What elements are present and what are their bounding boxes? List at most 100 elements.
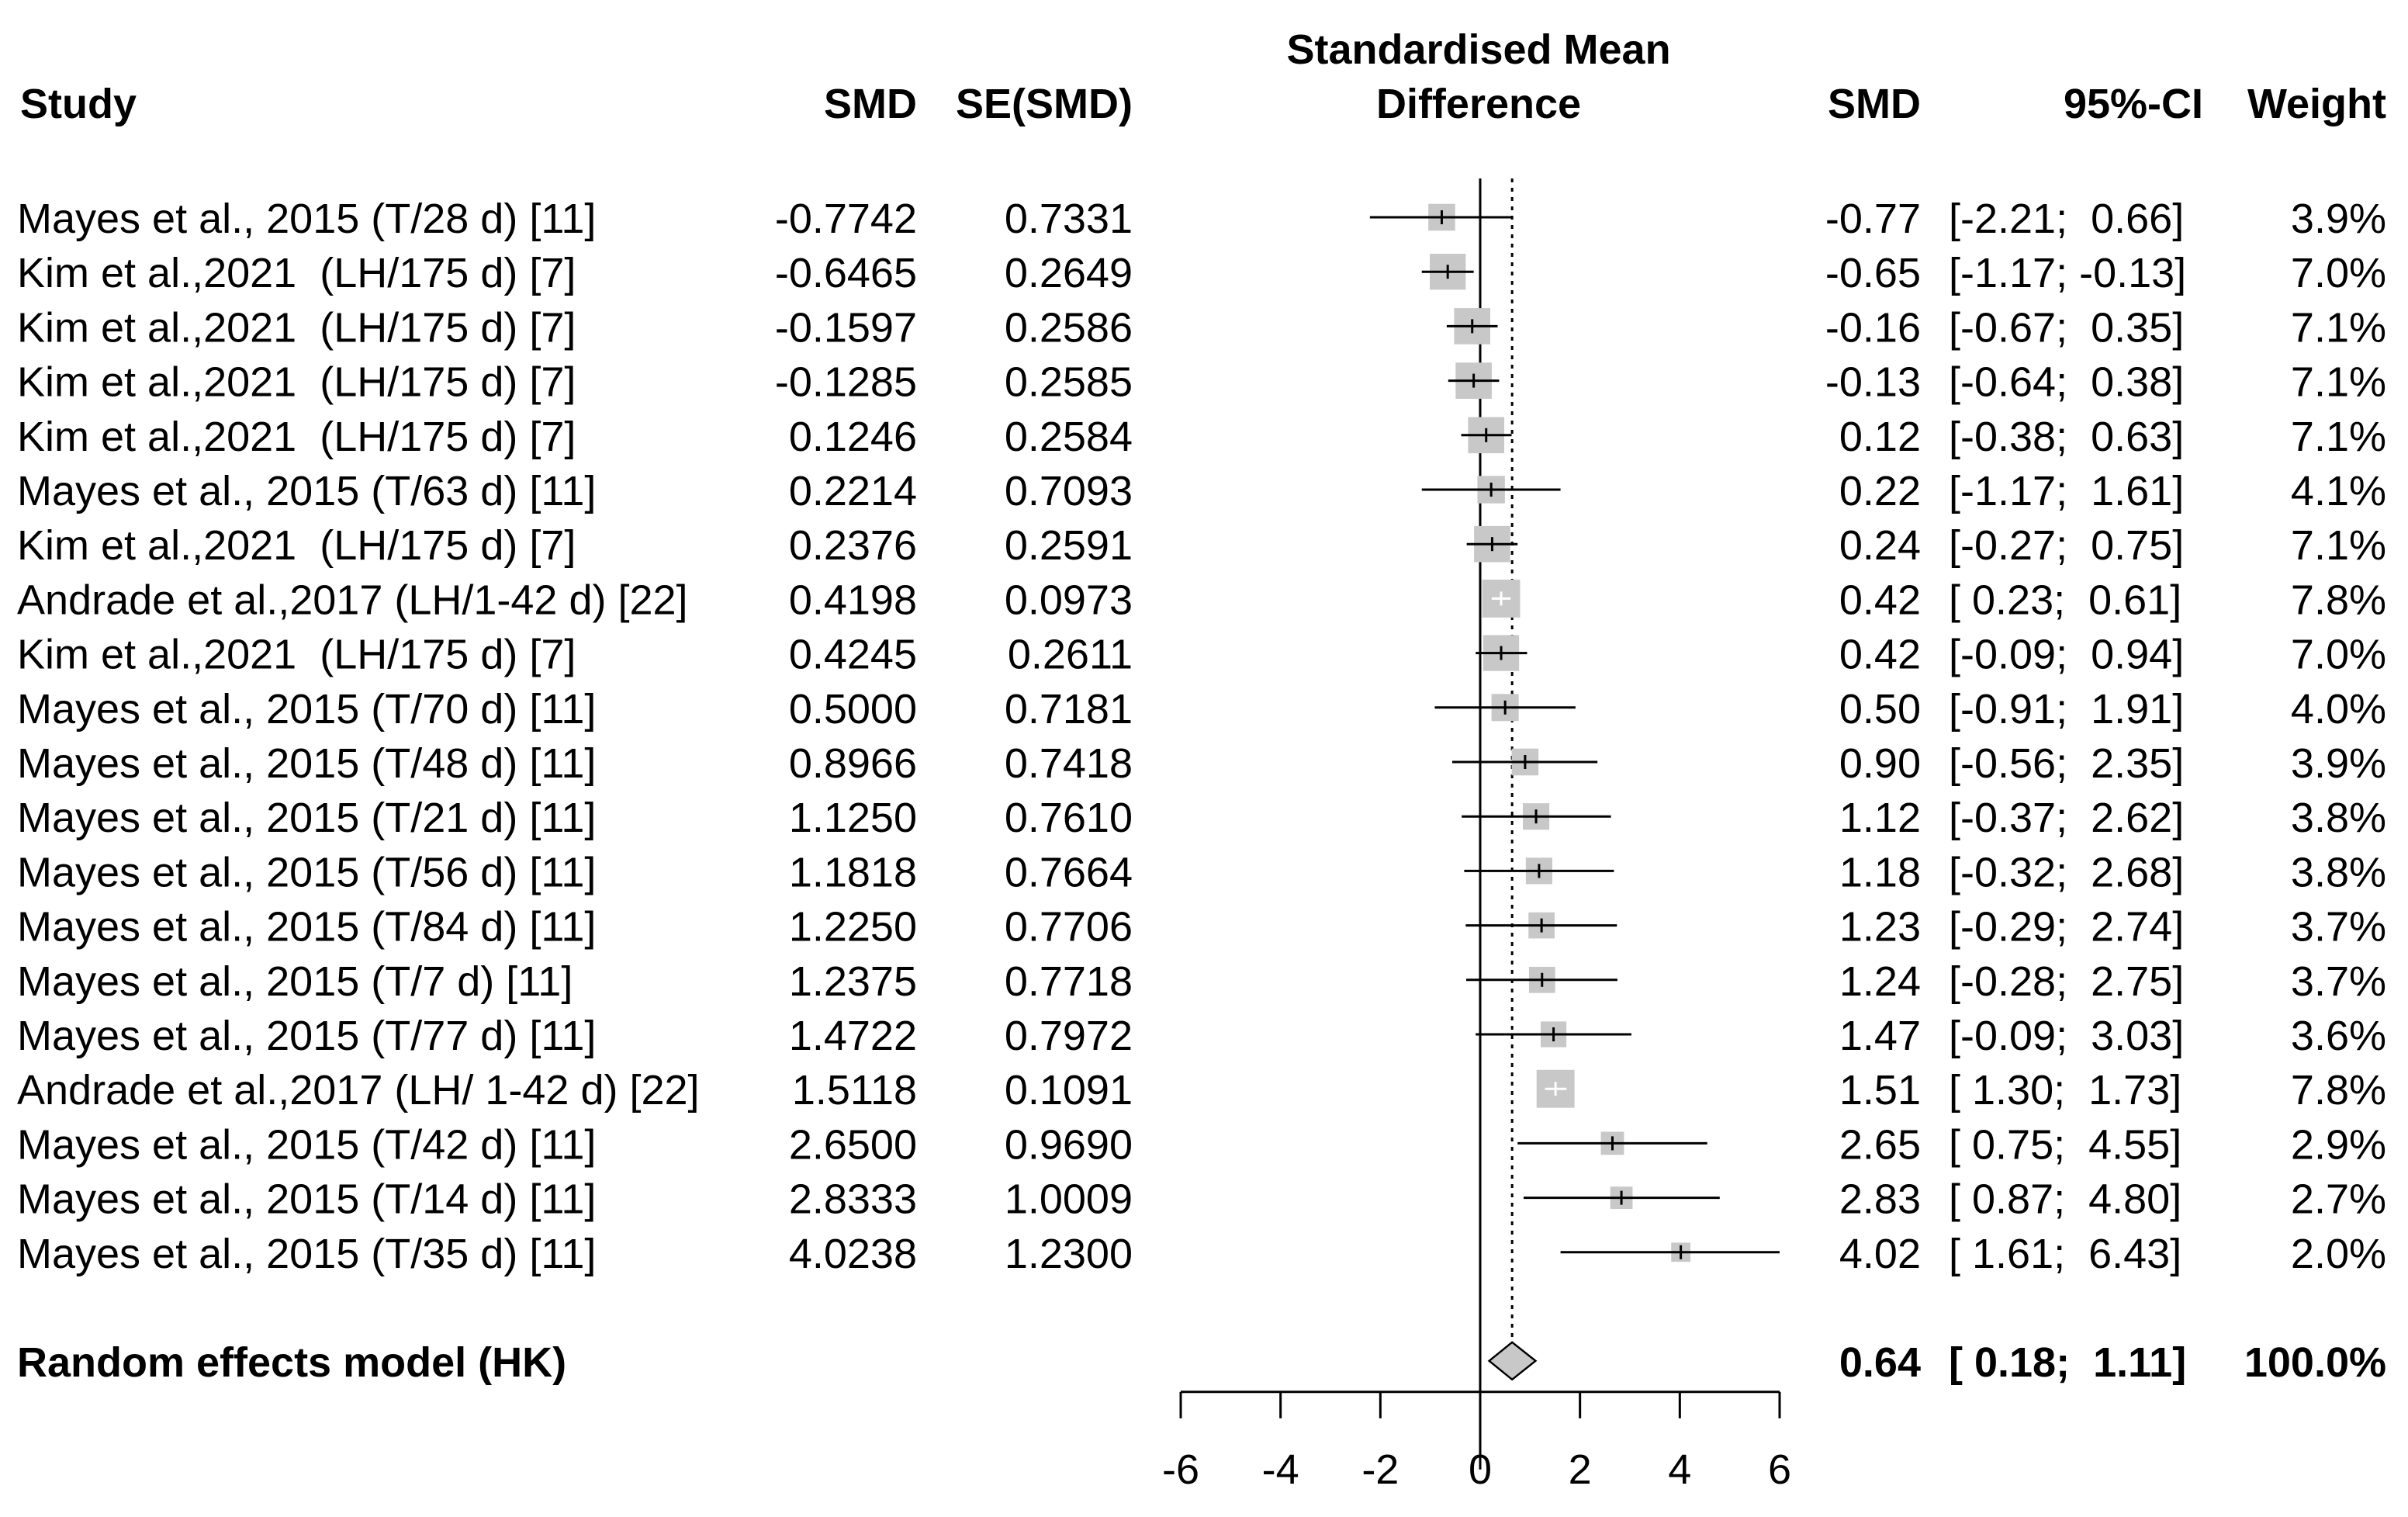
study-row: Kim et al.,2021 (LH/175 d) [7] -0.1597 0.2… [17,304,2386,351]
weight-value: 7.0% [2291,250,2386,296]
study-label: Kim et al.,2021 (LH/175 d) [7] [17,632,576,678]
x-tick-label: 2 [1569,1446,1592,1493]
smd-rounded: 0.42 [1839,632,1921,678]
smd-value: 1.2250 [789,904,917,951]
smd-value: -0.7742 [775,196,917,242]
pooled-label: Random effects model (HK) [17,1339,566,1386]
study-row: Kim et al.,2021 (LH/175 d) [7] 0.4245 0.26… [17,632,2386,678]
smd-rounded: 1.12 [1839,795,1921,841]
ci-text: [-0.09; 3.03] [1949,1013,2184,1059]
se-value: 0.2584 [1005,414,1133,460]
study-row: Mayes et al., 2015 (T/35 d) [11] 4.0238 1.… [17,1231,2386,1277]
weight-value: 4.1% [2291,468,2386,514]
se-value: 0.7093 [1005,468,1133,514]
weight-value: 7.1% [2291,359,2386,406]
weight-value: 3.7% [2291,904,2386,951]
study-row: Mayes et al., 2015 (T/77 d) [11] 1.4722 0.… [17,1013,2386,1059]
ci-text: [ 0.75; 4.55] [1949,1121,2181,1168]
smd-value: 2.6500 [789,1121,917,1168]
header-se: SE(SMD) [956,81,1133,127]
ci-text: [-0.37; 2.62] [1949,795,2184,841]
pooled-weight: 100.0% [2244,1339,2386,1386]
ci-text: [ 0.23; 0.61] [1949,577,2181,623]
smd-rounded: -0.77 [1825,196,1921,242]
ci-text: [ 1.30; 1.73] [1949,1067,2181,1114]
smd-rounded: 0.24 [1839,522,1921,569]
se-value: 1.0009 [1005,1176,1133,1223]
smd-rounded: 1.51 [1839,1067,1921,1114]
smd-rounded: -0.16 [1825,304,1921,351]
study-label: Kim et al.,2021 (LH/175 d) [7] [17,250,576,296]
study-label: Mayes et al., 2015 (T/63 d) [11] [17,468,596,514]
smd-value: 0.1246 [789,414,917,460]
se-value: 0.2649 [1005,250,1133,296]
ci-text: [-0.27; 0.75] [1949,522,2184,569]
study-row: Kim et al.,2021 (LH/175 d) [7] 0.2376 0.25… [17,522,2386,569]
smd-rounded: 1.24 [1839,958,1921,1005]
ci-text: [-0.67; 0.35] [1949,304,2184,351]
study-row: Mayes et al., 2015 (T/28 d) [11] -0.7742 0… [17,196,2386,242]
study-row: Andrade et al.,2017 (LH/1-42 d) [22] 0.41… [17,577,2386,623]
smd-value: 1.2375 [789,958,917,1005]
study-rows: Mayes et al., 2015 (T/28 d) [11] -0.7742 0… [17,196,2386,1277]
x-tick-label: 6 [1768,1446,1791,1493]
smd-rounded: 1.18 [1839,849,1921,895]
study-row: Mayes et al., 2015 (T/56 d) [11] 1.1818 0.… [17,849,2386,895]
header-smd-right: SMD [1828,81,1921,127]
weight-value: 3.9% [2291,196,2386,242]
study-row: Mayes et al., 2015 (T/48 d) [11] 0.8966 0.… [17,740,2386,787]
study-label: Mayes et al., 2015 (T/48 d) [11] [17,740,596,787]
ci-text: [ 1.61; 6.43] [1949,1231,2181,1277]
smd-rounded: 2.65 [1839,1121,1921,1168]
header-study: Study [20,81,137,127]
smd-value: 1.1818 [789,849,917,895]
plot-marks [1369,178,1780,1470]
smd-rounded: 2.83 [1839,1176,1921,1223]
se-value: 0.7181 [1005,686,1133,733]
ci-text: [-0.56; 2.35] [1949,740,2184,787]
weight-value: 3.7% [2291,958,2386,1005]
weight-value: 7.1% [2291,304,2386,351]
smd-rounded: 0.50 [1839,686,1921,733]
ci-text: [-0.38; 0.63] [1949,414,2184,460]
ci-text: [-0.09; 0.94] [1949,632,2184,678]
se-value: 0.7418 [1005,740,1133,787]
study-row: Kim et al.,2021 (LH/175 d) [7] -0.6465 0.2… [17,250,2386,296]
smd-value: 1.1250 [789,795,917,841]
weight-value: 3.6% [2291,1013,2386,1059]
study-label: Kim et al.,2021 (LH/175 d) [7] [17,522,576,569]
study-label: Kim et al.,2021 (LH/175 d) [7] [17,414,576,460]
study-label: Mayes et al., 2015 (T/14 d) [11] [17,1176,596,1223]
x-axis: -6 -4 -2 0 2 4 6 [1162,1391,1791,1493]
study-row: Andrade et al.,2017 (LH/ 1-42 d) [22] 1.5… [17,1067,2386,1114]
smd-value: 0.2376 [789,522,917,569]
weight-value: 3.8% [2291,795,2386,841]
smd-value: 1.4722 [789,1013,917,1059]
ci-text: [-1.17; -0.13] [1949,250,2186,296]
x-tick-label: -6 [1162,1446,1199,1493]
header-plot-line1: Standardised Mean [1286,26,1670,73]
weight-value: 2.0% [2291,1231,2386,1277]
se-value: 0.7706 [1005,904,1133,951]
study-label: Andrade et al.,2017 (LH/ 1-42 d) [22] [17,1067,700,1114]
study-label: Mayes et al., 2015 (T/35 d) [11] [17,1231,596,1277]
study-row: Mayes et al., 2015 (T/21 d) [11] 1.1250 0.… [17,795,2386,841]
pooled-row: Random effects model (HK) 0.64 [ 0.18; 1.1… [17,1339,2386,1386]
smd-value: 2.8333 [789,1176,917,1223]
weight-value: 7.8% [2291,577,2386,623]
smd-rounded: -0.65 [1825,250,1921,296]
ci-text: [-0.64; 0.38] [1949,359,2184,406]
se-value: 1.2300 [1005,1231,1133,1277]
study-label: Mayes et al., 2015 (T/84 d) [11] [17,904,596,951]
study-row: Mayes et al., 2015 (T/70 d) [11] 0.5000 0.… [17,686,2386,733]
se-value: 0.7331 [1005,196,1133,242]
header-smd: SMD [824,81,917,127]
weight-value: 7.1% [2291,414,2386,460]
study-label: Mayes et al., 2015 (T/77 d) [11] [17,1013,596,1059]
ci-text: [-1.17; 1.61] [1949,468,2184,514]
x-tick-label: 4 [1668,1446,1691,1493]
study-label: Mayes et al., 2015 (T/28 d) [11] [17,196,596,242]
ci-text: [ 0.87; 4.80] [1949,1176,2181,1223]
